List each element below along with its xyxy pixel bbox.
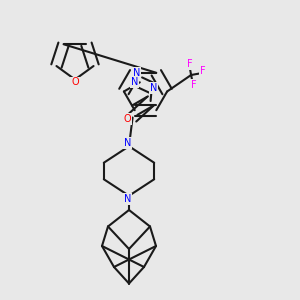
Text: O: O: [71, 77, 79, 88]
Text: N: N: [124, 138, 131, 148]
Text: O: O: [123, 114, 131, 124]
Text: N: N: [133, 68, 140, 78]
Text: N: N: [124, 194, 131, 204]
Text: F: F: [200, 66, 205, 76]
Text: F: F: [191, 80, 197, 90]
Text: N: N: [150, 83, 157, 93]
Text: N: N: [131, 77, 138, 87]
Text: F: F: [187, 58, 192, 69]
